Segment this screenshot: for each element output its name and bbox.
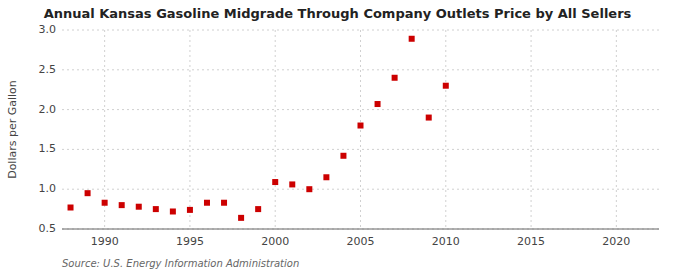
point [340,153,346,159]
y-grid-line [62,109,659,110]
x-grid-line [189,30,190,229]
y-axis-label: Dollars per Gallon [6,80,19,179]
chart-svg: 0.5 1.0 1.5 2.0 2.5 3.0 1990 1995 2000 2005 2010 20… [0,0,675,275]
point [426,115,432,121]
point [358,123,364,129]
y-tick-label: 2.5 [39,63,57,76]
grid [62,30,659,229]
point [170,208,176,214]
x-tick-label: 2015 [517,235,545,248]
x-grid-line [360,30,361,229]
point [306,186,312,192]
x-tick-label: 2010 [432,235,460,248]
y-tick-label: 3.0 [39,23,57,36]
point [443,83,449,89]
y-tick-label: 1.5 [39,142,57,155]
x-tick-label: 1990 [91,235,119,248]
x-grid-line [531,30,532,229]
point [136,204,142,210]
point [221,200,227,206]
x-grid-line [616,30,617,229]
points [68,36,449,221]
point [238,215,244,221]
y-tick-label: 0.5 [39,222,57,235]
x-tick-label: 2020 [602,235,630,248]
point [409,36,415,42]
x-tick-label: 2005 [347,235,375,248]
x-grid-line [104,30,105,229]
point [204,200,210,206]
axes: 0.5 1.0 1.5 2.0 2.5 3.0 1990 1995 2000 2005 2010 20… [39,23,660,248]
point [272,179,278,185]
chart-container: 0.5 1.0 1.5 2.0 2.5 3.0 1990 1995 2000 2005 2010 20… [0,0,675,275]
background [0,0,675,275]
point [187,207,193,213]
point [102,200,108,206]
x-tick-label: 1995 [176,235,204,248]
y-grid-line [62,189,659,190]
point [85,190,91,196]
point [119,202,125,208]
y-tick-label: 1.0 [39,182,57,195]
point [375,101,381,107]
point [153,206,159,212]
point [323,174,329,180]
y-grid-line [62,229,659,230]
x-tick-label: 2000 [261,235,289,248]
x-grid-line [445,30,446,229]
x-grid-line [275,30,276,229]
title: Annual Kansas Gasoline Midgrade Through … [44,6,632,21]
point [68,205,74,211]
point [255,206,261,212]
y-tick-label: 2.0 [39,103,57,116]
point [289,181,295,187]
x-axis-line [62,229,659,230]
y-grid-line [62,149,659,150]
source-note: Source: U.S. Energy Information Administ… [62,258,299,269]
point [392,75,398,81]
